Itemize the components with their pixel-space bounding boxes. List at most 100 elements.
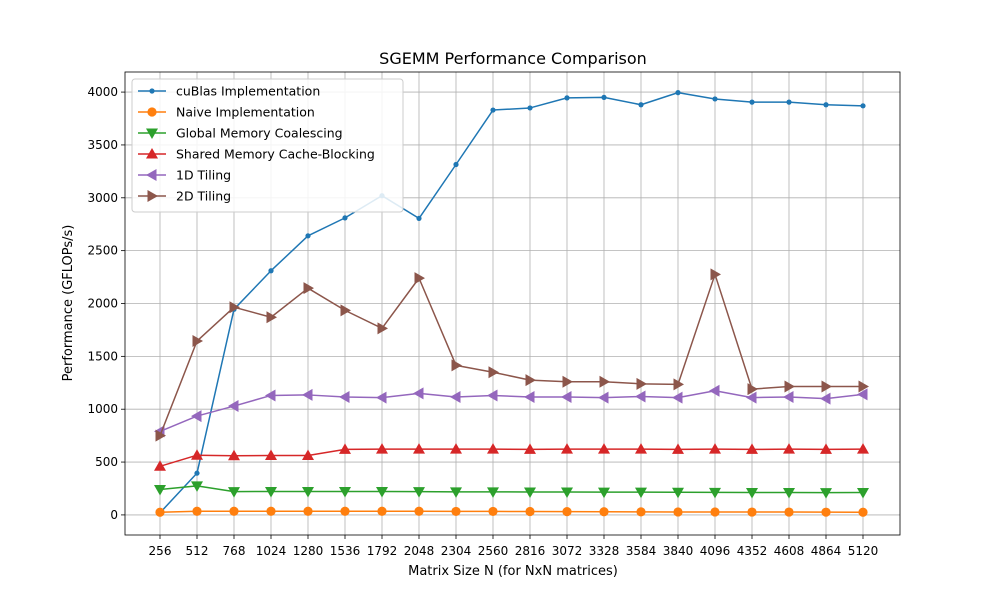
data-point bbox=[192, 335, 203, 348]
data-point bbox=[414, 506, 424, 516]
data-point bbox=[376, 391, 387, 404]
data-point bbox=[636, 507, 646, 517]
data-point bbox=[749, 99, 755, 105]
data-point bbox=[265, 486, 277, 498]
data-point bbox=[821, 380, 832, 393]
x-tick-label: 1024 bbox=[256, 544, 287, 558]
legend-marker bbox=[149, 88, 155, 94]
data-point bbox=[154, 485, 166, 496]
data-point bbox=[561, 391, 572, 404]
data-point bbox=[154, 460, 166, 471]
data-point bbox=[672, 443, 684, 454]
legend-marker bbox=[146, 169, 157, 181]
data-point bbox=[710, 507, 720, 517]
data-point bbox=[340, 506, 350, 516]
data-point bbox=[786, 99, 792, 105]
data-point bbox=[747, 383, 758, 396]
data-point bbox=[191, 481, 203, 492]
series-group bbox=[154, 443, 869, 471]
data-point bbox=[709, 384, 720, 397]
x-tick-label: 2816 bbox=[515, 544, 546, 558]
series-line bbox=[159, 510, 864, 514]
data-point bbox=[413, 487, 425, 498]
data-point bbox=[783, 488, 795, 499]
x-tick-label: 4352 bbox=[737, 544, 768, 558]
data-point bbox=[487, 443, 499, 454]
data-point bbox=[784, 507, 794, 517]
series-line bbox=[159, 448, 864, 468]
data-point bbox=[339, 443, 351, 454]
y-tick-label: 500 bbox=[95, 455, 118, 469]
data-point bbox=[783, 443, 795, 454]
series-group bbox=[155, 506, 868, 517]
data-point bbox=[823, 102, 829, 108]
data-point bbox=[561, 443, 573, 454]
data-point bbox=[450, 391, 461, 404]
series-group bbox=[155, 268, 869, 442]
data-point bbox=[342, 215, 348, 221]
plot-area bbox=[154, 90, 869, 517]
data-point bbox=[191, 449, 203, 460]
data-point bbox=[488, 506, 498, 517]
data-point bbox=[599, 507, 609, 517]
series-line bbox=[159, 389, 864, 433]
data-point bbox=[453, 161, 459, 168]
data-point bbox=[857, 488, 869, 499]
data-point bbox=[857, 443, 869, 454]
data-point bbox=[527, 105, 533, 111]
legend-label: Shared Memory Cache-Blocking bbox=[176, 147, 375, 162]
x-tick-label: 4608 bbox=[774, 544, 805, 558]
data-point bbox=[302, 449, 314, 461]
legend-marker bbox=[146, 128, 158, 139]
data-point bbox=[635, 443, 647, 454]
data-point bbox=[524, 391, 535, 404]
x-tick-label: 3840 bbox=[663, 544, 694, 558]
data-point bbox=[821, 507, 831, 517]
data-point bbox=[265, 449, 277, 461]
x-tick-label: 2048 bbox=[404, 544, 435, 558]
data-point bbox=[155, 429, 166, 442]
data-point bbox=[599, 375, 610, 388]
x-tick-label: 4096 bbox=[700, 544, 731, 558]
data-point bbox=[524, 443, 536, 454]
x-tick-label: 2560 bbox=[478, 544, 509, 558]
x-tick-label: 2304 bbox=[441, 544, 472, 558]
y-tick-label: 1500 bbox=[87, 349, 118, 363]
data-point bbox=[487, 389, 498, 402]
data-point bbox=[303, 506, 313, 516]
data-point bbox=[339, 486, 351, 498]
axes-frame bbox=[124, 71, 901, 536]
data-point bbox=[673, 378, 684, 391]
y-tick-label: 3000 bbox=[87, 191, 118, 205]
legend-marker bbox=[147, 190, 158, 202]
data-point bbox=[858, 380, 869, 393]
data-point bbox=[635, 487, 647, 499]
data-point bbox=[858, 507, 868, 517]
data-point bbox=[672, 391, 683, 404]
data-point bbox=[302, 486, 314, 498]
data-point bbox=[490, 107, 496, 113]
legend-box bbox=[131, 78, 404, 213]
x-tick-label: 3328 bbox=[589, 544, 620, 558]
data-point bbox=[820, 443, 832, 454]
data-point bbox=[416, 215, 422, 222]
data-point bbox=[820, 488, 832, 499]
data-point bbox=[414, 272, 425, 285]
series-line bbox=[159, 273, 863, 436]
legend-marker bbox=[146, 148, 158, 159]
data-point bbox=[302, 388, 313, 401]
data-point bbox=[194, 470, 200, 476]
data-point bbox=[265, 389, 276, 402]
data-point bbox=[451, 359, 462, 372]
data-point bbox=[672, 487, 684, 499]
data-point bbox=[266, 506, 276, 516]
data-point bbox=[709, 487, 721, 499]
data-point bbox=[673, 507, 683, 517]
x-tick-label: 512 bbox=[186, 544, 209, 558]
legend-marker bbox=[147, 107, 157, 117]
x-tick-label: 1792 bbox=[367, 544, 398, 558]
data-point bbox=[303, 282, 314, 295]
data-point bbox=[377, 322, 388, 335]
series-group bbox=[157, 90, 866, 516]
